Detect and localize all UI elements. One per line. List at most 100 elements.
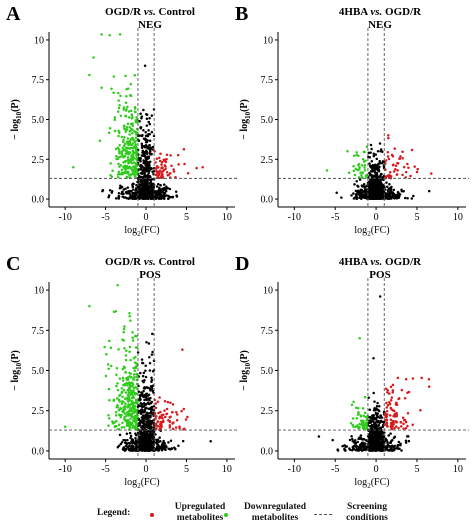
neutral-point: [147, 402, 151, 406]
neutral-point: [378, 142, 382, 145]
down-point: [363, 150, 366, 154]
up-point: [402, 418, 406, 422]
down-point: [365, 427, 368, 430]
neutral-point: [378, 447, 381, 451]
neutral-point: [374, 447, 377, 450]
neutral-point: [378, 184, 381, 187]
up-point: [394, 420, 398, 424]
up-point: [387, 392, 391, 395]
down-point: [354, 425, 357, 428]
down-point: [121, 154, 125, 158]
x-tick-label: 0: [374, 212, 379, 223]
down-point: [118, 103, 121, 107]
down-point: [125, 94, 128, 98]
down-point: [124, 354, 128, 357]
neutral-point: [145, 433, 149, 436]
neutral-point: [389, 441, 392, 444]
down-point: [129, 358, 132, 362]
down-point: [360, 423, 363, 427]
neutral-point: [143, 422, 146, 425]
neutral-point: [150, 376, 153, 379]
neutral-point: [159, 184, 162, 187]
neutral-point: [388, 187, 392, 190]
neutral-point: [137, 182, 141, 186]
neutral-point: [336, 449, 340, 452]
y-axis-label: − log10(P): [239, 99, 252, 140]
neutral-point: [144, 140, 148, 144]
scatter-points: [317, 295, 431, 452]
y-tick-label: 0.0: [32, 195, 45, 206]
neutral-point: [146, 180, 149, 184]
neutral-point: [167, 194, 170, 198]
down-point: [110, 87, 113, 91]
up-point: [164, 167, 167, 171]
up-point: [184, 418, 188, 421]
neutral-point: [145, 420, 148, 424]
down-point: [117, 408, 121, 412]
neutral-point: [157, 190, 160, 193]
neutral-point: [407, 439, 411, 443]
neutral-point: [372, 152, 376, 155]
neutral-point: [363, 193, 367, 197]
neutral-point: [144, 131, 147, 134]
up-point: [386, 155, 390, 158]
neutral-point: [145, 411, 149, 415]
notable-point: [427, 385, 431, 388]
down-point: [131, 136, 134, 140]
y-tick-label: 2.5: [261, 155, 274, 166]
x-tick-label: -10: [59, 212, 72, 223]
neutral-point: [364, 196, 367, 200]
down-point: [133, 110, 137, 113]
notable-point: [378, 295, 382, 298]
neutral-point: [159, 191, 162, 195]
neutral-point: [361, 184, 365, 188]
neutral-point: [375, 178, 378, 182]
down-point: [128, 391, 131, 394]
x-tick-label: 5: [414, 212, 419, 223]
neutral-point: [359, 436, 363, 440]
down-point: [107, 417, 111, 420]
neutral-point: [376, 412, 379, 415]
down-point: [126, 156, 130, 159]
up-point: [168, 419, 172, 423]
neutral-point: [370, 433, 374, 437]
neutral-point: [145, 117, 149, 121]
neutral-point: [143, 434, 147, 438]
down-point: [115, 405, 119, 409]
neutral-point: [370, 147, 373, 151]
neutral-point: [129, 434, 133, 438]
neutral-point: [148, 432, 152, 435]
neutral-point: [174, 448, 177, 451]
neutral-point: [131, 185, 135, 188]
up-point: [413, 165, 416, 168]
neutral-point: [131, 195, 135, 198]
x-label-sub: 2: [137, 482, 141, 490]
neutral-point: [171, 195, 174, 199]
down-point: [105, 352, 108, 356]
down-point: [361, 421, 364, 424]
neutral-point: [142, 414, 145, 417]
y-tick-label: 2.5: [32, 155, 45, 166]
down-point: [134, 346, 138, 349]
up-point: [385, 406, 388, 409]
down-point: [125, 424, 129, 427]
legend-up-marker: [150, 513, 154, 517]
neutral-point: [141, 361, 145, 365]
down-point: [356, 424, 359, 427]
figure-legend: Legend: Upregulated metabolites Downregu…: [0, 496, 474, 530]
down-point: [118, 143, 121, 147]
neutral-point: [126, 438, 129, 442]
neutral-point: [377, 442, 381, 446]
neutral-point: [168, 187, 172, 191]
neutral-point: [157, 196, 161, 199]
down-point: [119, 114, 123, 118]
neutral-point: [145, 340, 148, 344]
up-point: [175, 411, 178, 414]
neutral-point: [375, 443, 378, 446]
notable-point: [346, 150, 349, 153]
neutral-point: [384, 192, 388, 195]
neutral-point: [150, 400, 154, 404]
down-point: [119, 155, 122, 158]
down-point: [117, 91, 120, 95]
